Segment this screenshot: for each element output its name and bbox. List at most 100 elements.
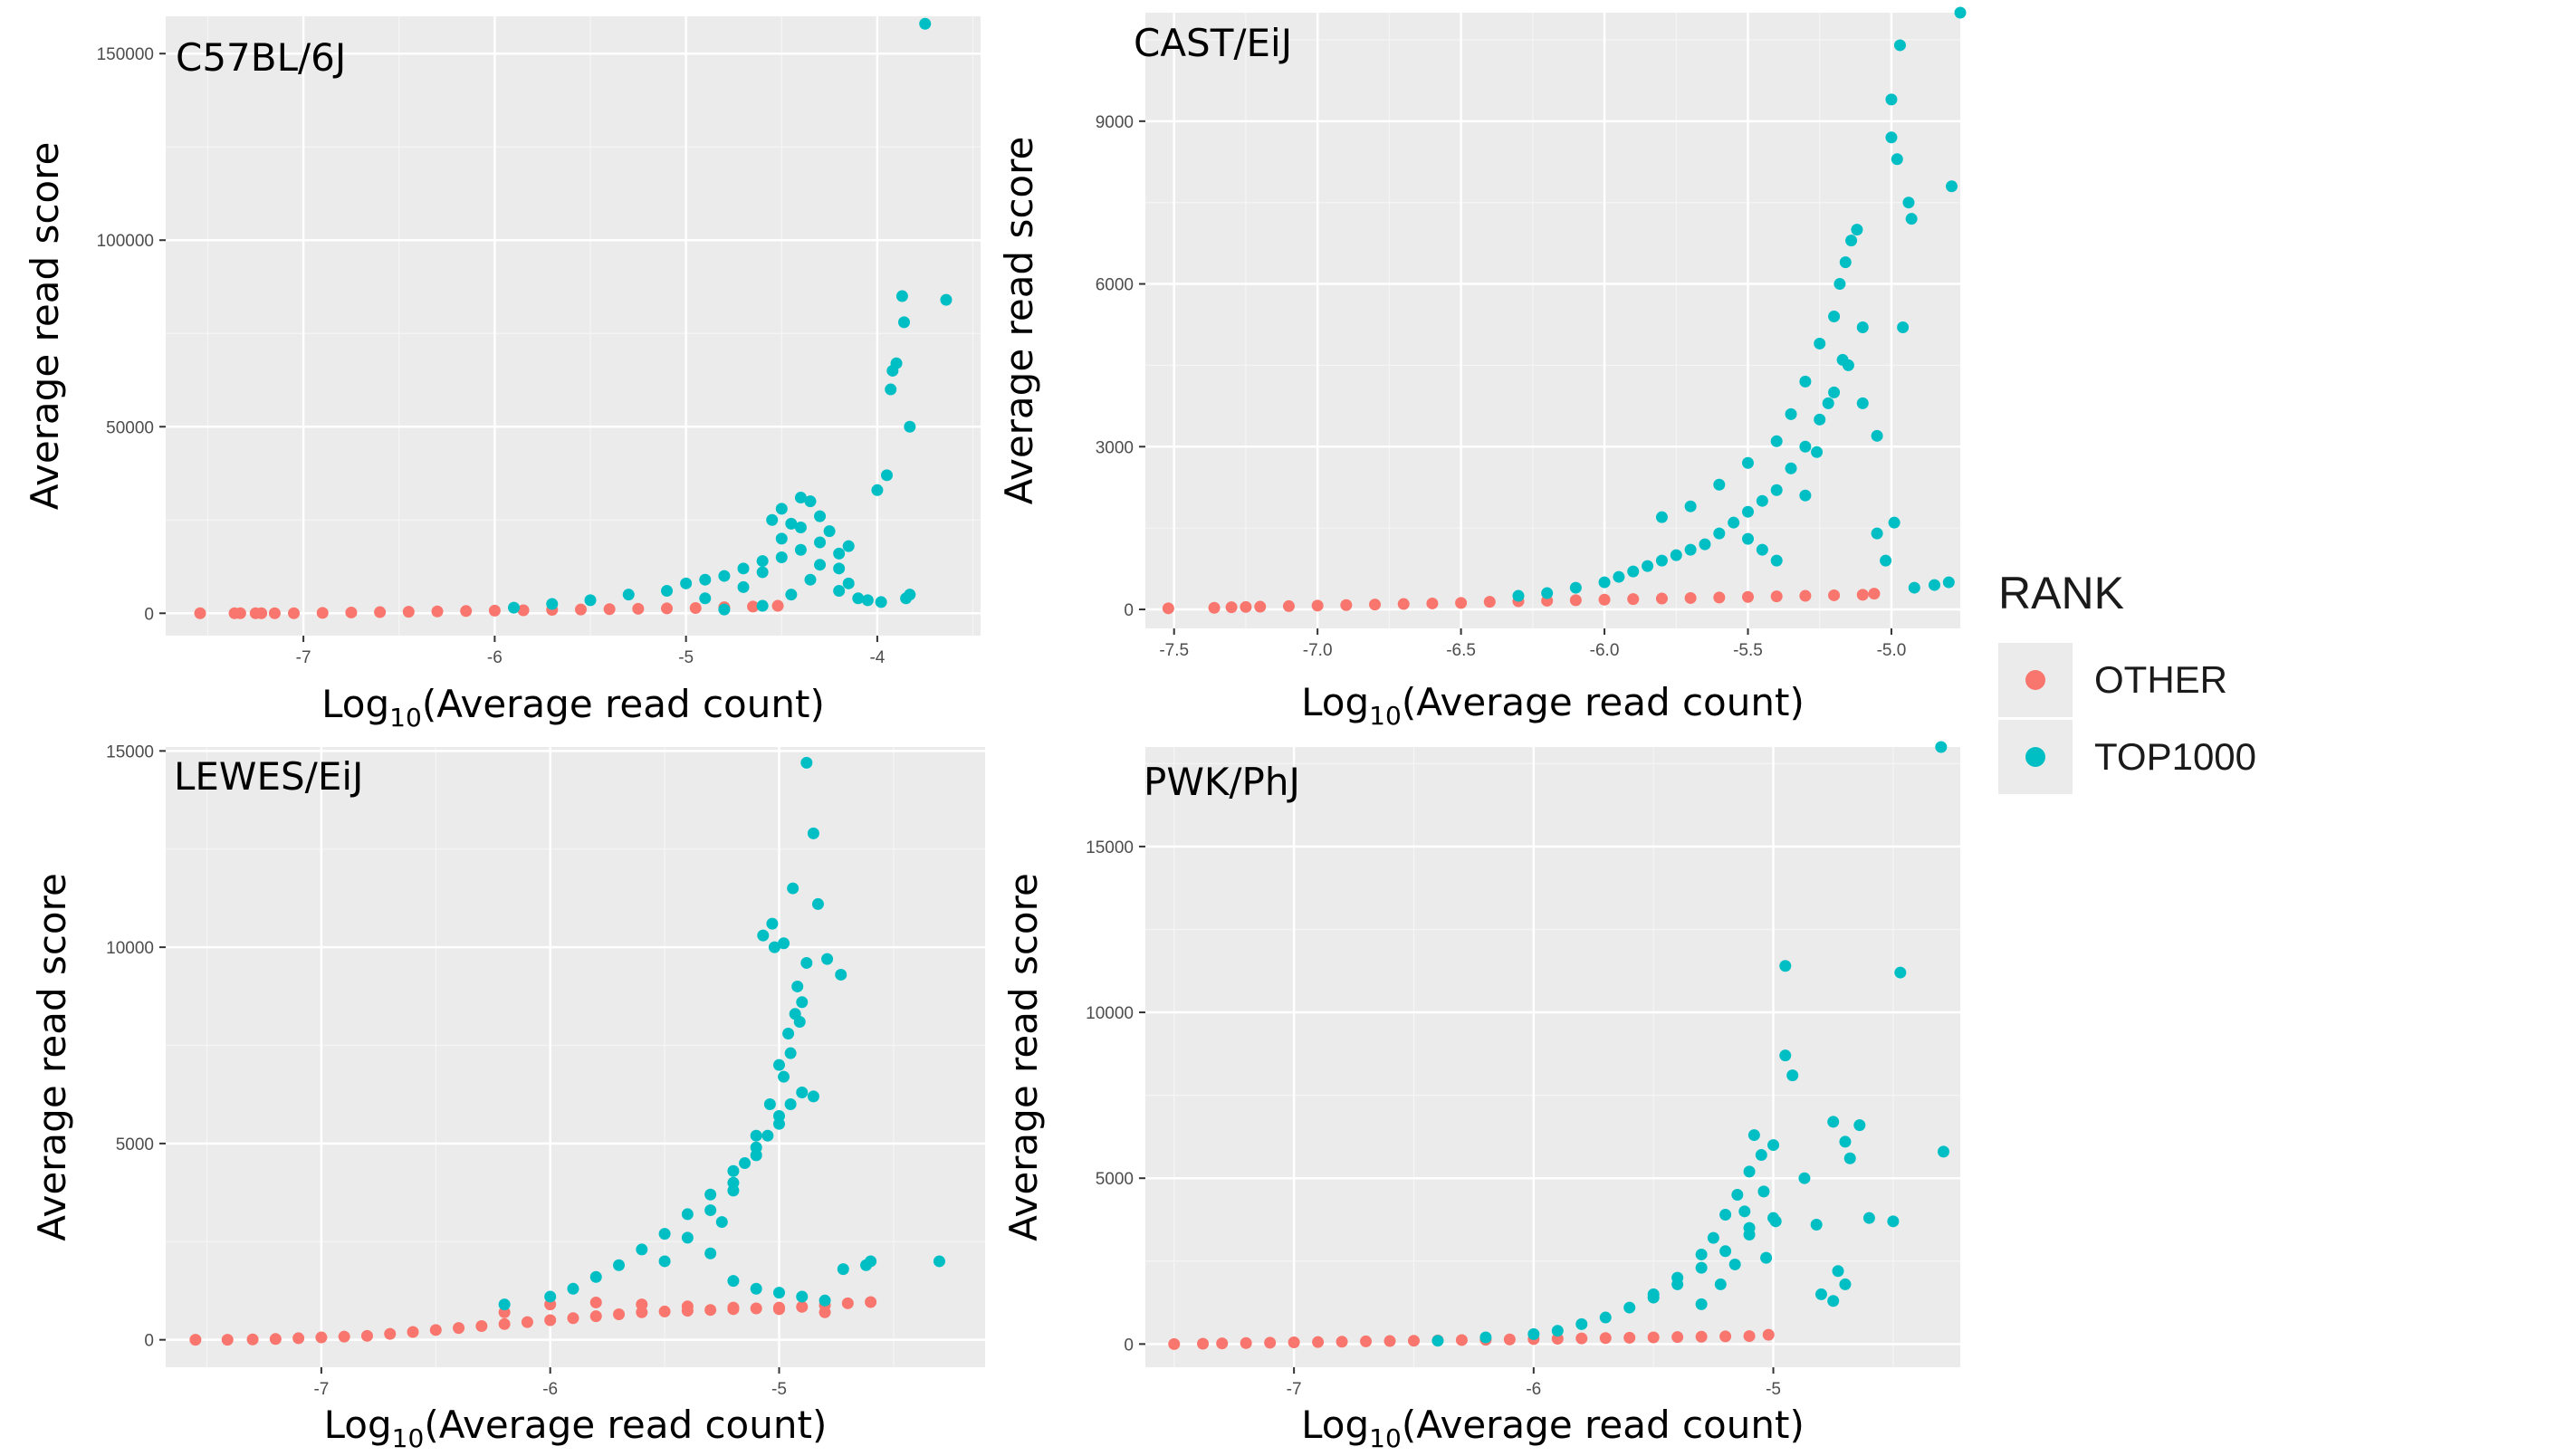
data-point (1479, 1331, 1492, 1344)
data-point (1647, 1331, 1660, 1344)
data-point (819, 1294, 831, 1307)
data-point (1832, 1265, 1844, 1278)
data-point (658, 1305, 671, 1317)
data-point (1902, 196, 1915, 209)
data-point (374, 606, 387, 618)
data-point (775, 532, 788, 545)
data-point (1827, 1295, 1840, 1308)
data-point (681, 1300, 694, 1313)
data-point (1871, 429, 1883, 442)
data-point (1799, 589, 1812, 602)
data-point (680, 577, 693, 589)
data-point (1814, 1288, 1827, 1300)
data-point (661, 585, 674, 598)
data-point (1569, 581, 1582, 594)
data-point (488, 604, 501, 617)
data-point (793, 1015, 806, 1028)
data-point (1834, 278, 1846, 291)
data-point (814, 536, 827, 549)
data-point (1599, 1311, 1612, 1324)
data-point (1719, 1330, 1732, 1343)
x-tick-label: -5 (771, 1380, 787, 1399)
data-point (904, 420, 916, 433)
data-point (407, 1326, 419, 1338)
data-point (807, 1090, 819, 1103)
data-point (1822, 397, 1834, 409)
data-point (1799, 489, 1812, 502)
data-point (933, 1255, 945, 1268)
data-point (1762, 1328, 1775, 1341)
data-point (431, 605, 444, 618)
data-point (194, 607, 206, 619)
data-point (1671, 1331, 1684, 1344)
data-point (1627, 565, 1640, 578)
data-point (756, 599, 769, 612)
x-tick-label: -6 (542, 1380, 558, 1399)
data-point (1719, 1208, 1732, 1221)
legend-title: RANK (1998, 568, 2124, 618)
data-point (636, 1243, 648, 1256)
data-point (1853, 1119, 1866, 1132)
strain-label: LEWES/EiJ (174, 754, 363, 799)
data-point (498, 1298, 511, 1311)
x-tick-label: -5.5 (1733, 641, 1763, 660)
series-top1000 (498, 756, 945, 1311)
data-point (589, 1310, 602, 1323)
data-point (880, 469, 893, 482)
data-point (750, 1149, 762, 1162)
data-point (584, 594, 597, 607)
data-point (1891, 153, 1903, 166)
data-point (1312, 1336, 1325, 1348)
y-tick-label: 0 (1124, 1336, 1134, 1355)
data-point (1714, 1278, 1727, 1290)
data-point (1887, 1215, 1900, 1228)
data-point (360, 1329, 373, 1342)
data-point (234, 607, 246, 619)
data-point (1713, 527, 1726, 540)
data-point (804, 573, 817, 586)
data-point (658, 1255, 671, 1268)
data-point (1828, 311, 1841, 323)
data-point (1799, 440, 1812, 453)
data-point (1713, 591, 1726, 604)
data-point (1908, 581, 1920, 594)
data-point (1893, 39, 1906, 52)
data-point (835, 968, 847, 981)
data-point (1369, 599, 1382, 611)
data-point (1885, 131, 1898, 144)
data-point (681, 1208, 694, 1221)
data-point (757, 929, 770, 942)
data-point (750, 1282, 762, 1295)
data-point (756, 566, 769, 579)
data-point (750, 1302, 762, 1315)
series-top1000 (1512, 6, 1967, 602)
data-point (1945, 180, 1958, 193)
data-point (1728, 1258, 1741, 1270)
x-tick-label: -5.0 (1877, 641, 1907, 660)
y-tick-label: 150000 (97, 45, 154, 64)
data-point (546, 598, 559, 610)
y-tick-label: 15000 (106, 742, 154, 762)
x-tick-label: -7 (296, 648, 311, 667)
data-point (475, 1319, 488, 1332)
data-point (1828, 589, 1841, 601)
data-point (772, 1287, 785, 1299)
y-tick-label: 5000 (1096, 1170, 1134, 1189)
data-point (1741, 456, 1754, 469)
data-point (429, 1324, 442, 1336)
data-point (784, 1047, 797, 1059)
data-point (1756, 494, 1768, 507)
data-point (1197, 1337, 1210, 1350)
data-point (704, 1247, 717, 1260)
panel-2: -7 -6 -5 0 5000 10000 15000 LEWES/EiJ Log10(Aver… (30, 742, 985, 1453)
data-point (1254, 600, 1267, 613)
y-tick-label: 50000 (106, 418, 154, 437)
data-point (1935, 741, 1948, 753)
data-point (567, 1282, 579, 1295)
data-point (1885, 93, 1898, 106)
data-point (288, 607, 301, 619)
plot-background (1145, 13, 1960, 628)
data-point (852, 592, 865, 605)
data-point (1839, 1278, 1852, 1290)
data-point (589, 1296, 602, 1308)
